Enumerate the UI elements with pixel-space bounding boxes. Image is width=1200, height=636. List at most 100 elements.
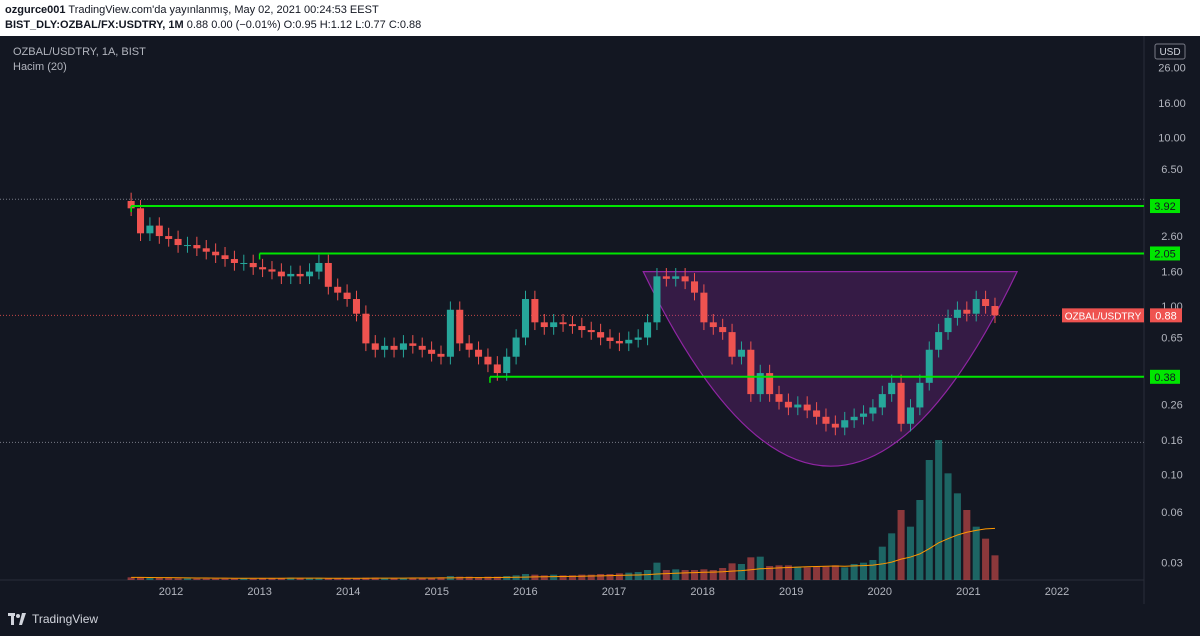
candle-body	[399, 343, 407, 350]
candle-body	[287, 273, 295, 277]
volume-ma-line	[131, 527, 996, 579]
tradingview-logo[interactable]: TradingView	[8, 612, 98, 626]
candle-body	[202, 248, 210, 252]
candle-body	[860, 413, 868, 417]
volume-bar	[212, 578, 220, 580]
author-name[interactable]: ozgurce001	[5, 4, 66, 16]
candle-body	[418, 345, 426, 350]
volume-bar	[381, 578, 389, 580]
candle-body	[465, 343, 473, 350]
level-price-tag	[1150, 246, 1180, 261]
y-tick-label: 6.50	[1161, 164, 1182, 176]
volume-bar	[183, 578, 191, 580]
volume-bar	[277, 578, 285, 580]
y-tick-label: 2.60	[1161, 231, 1182, 243]
candle-body	[306, 271, 314, 277]
symbol-legend: OZBAL/USDTRY, 1A, BIST	[13, 46, 146, 58]
volume-bar	[371, 577, 379, 580]
volume-bar	[230, 578, 238, 580]
candle-body	[587, 330, 595, 333]
candle-body	[484, 356, 492, 365]
volume-bar	[587, 574, 595, 580]
candle-body	[709, 322, 717, 328]
volume-bar	[409, 578, 417, 580]
candle-body	[409, 343, 417, 346]
candle-body	[352, 299, 361, 314]
volume-bar	[888, 533, 896, 580]
candle-body	[775, 394, 783, 402]
volume-bar	[352, 578, 361, 580]
x-tick-label: 2016	[513, 586, 537, 598]
volume-bar	[953, 493, 961, 580]
volume-bar	[324, 578, 332, 580]
candle-body	[230, 259, 238, 263]
candle-body	[315, 262, 323, 272]
volume-bar	[259, 578, 267, 580]
volume-bar	[972, 526, 980, 580]
volume-bar	[127, 577, 135, 580]
symbol-price-tag	[1062, 308, 1144, 323]
symbol-price-tag-label: OZBAL/USDTRY	[1065, 311, 1142, 322]
volume-bar	[493, 576, 501, 580]
y-tick-label: 0.16	[1161, 435, 1182, 447]
x-tick-label: 2017	[602, 586, 626, 598]
volume-bar	[362, 577, 370, 580]
last-price-label: 0.88	[1155, 310, 1176, 322]
volume-bar	[831, 565, 839, 580]
candle-body	[503, 356, 511, 374]
volume-bar	[550, 574, 558, 580]
y-tick-label: 1.60	[1161, 267, 1182, 279]
candle-body	[634, 337, 642, 340]
x-tick-label: 2020	[868, 586, 892, 598]
y-tick-label: 16.00	[1158, 98, 1186, 110]
y-tick-label: 0.06	[1161, 507, 1182, 519]
candle-body	[240, 262, 248, 264]
candle-body	[324, 262, 332, 287]
volume-bar	[249, 578, 257, 580]
candle-body	[446, 309, 454, 357]
volume-bar	[615, 573, 623, 580]
candle-body	[766, 373, 774, 395]
candle-body	[136, 208, 145, 234]
volume-bar	[334, 578, 342, 580]
volume-bar	[737, 564, 745, 580]
volume-bar	[775, 565, 783, 580]
candle-body	[155, 225, 163, 237]
candle-body	[972, 299, 980, 314]
volume-bar	[221, 578, 229, 580]
volume-bar	[982, 538, 990, 580]
chart-pane[interactable]	[0, 36, 1200, 606]
candle-body	[521, 299, 530, 338]
candle-body	[568, 324, 576, 327]
candle-body	[897, 382, 905, 424]
candle-body	[578, 326, 586, 331]
volume-bar	[165, 578, 173, 580]
volume-bar	[803, 567, 811, 580]
volume-bar	[672, 569, 680, 580]
candle-body	[146, 225, 154, 234]
candle-body	[550, 322, 558, 328]
candle-body	[653, 276, 661, 323]
volume-bar	[568, 575, 576, 580]
volume-bar	[841, 567, 849, 580]
y-tick-label: 0.10	[1161, 470, 1182, 482]
volume-bar	[681, 570, 689, 580]
candle-body	[803, 404, 811, 411]
volume-bar	[869, 560, 877, 580]
volume-bar	[719, 568, 727, 580]
candle-body	[183, 245, 191, 247]
ohlc-values: 0.88 0.00 (−0.01%) O:0.95 H:1.12 L:0.77 …	[186, 19, 422, 31]
volume-bar	[766, 566, 774, 580]
candle-body	[944, 317, 952, 333]
volume-bar	[475, 577, 483, 580]
candle-body	[672, 276, 680, 279]
volume-bar	[935, 440, 943, 580]
candle-body	[794, 404, 802, 408]
volume-bar	[456, 576, 464, 580]
x-tick-label: 2018	[690, 586, 714, 598]
candle-body	[737, 349, 745, 357]
candle-body	[822, 416, 830, 424]
candle-body	[259, 267, 267, 270]
candle-body	[606, 337, 614, 341]
